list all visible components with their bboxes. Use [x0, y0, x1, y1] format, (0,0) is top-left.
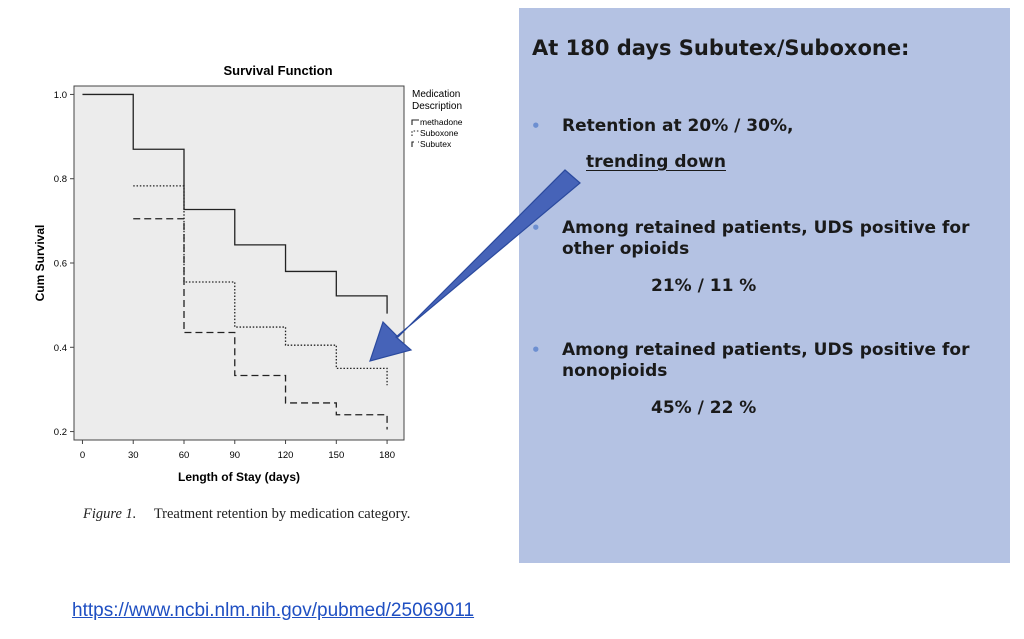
series-layer [82, 93, 388, 430]
plot-area [73, 85, 405, 441]
y-tick-label: 1.0 [54, 90, 67, 101]
nonopioids-value: 45% / 22 % [651, 398, 757, 418]
trending-down-text: trending down [586, 152, 726, 172]
bullet-icon: • [531, 117, 541, 135]
other-opioids-value: 21% / 11 % [651, 276, 757, 296]
x-tick-label: 30 [128, 450, 139, 461]
y-tick-label: 0.4 [54, 343, 67, 354]
legend-title-line2: Description [412, 101, 462, 112]
survival-chart: Survival Function 1.0 0.8 0.6 0.4 0.2 0 30 60 9… [33, 63, 463, 484]
y-tick-label: 0.2 [54, 427, 67, 438]
x-axis-ticks: 0 30 60 90 120 150 180 [80, 440, 395, 461]
bullet-other-opioids-text: Among retained patients, UDS positive fo… [562, 218, 970, 259]
legend-label-suboxone: Suboxone [420, 128, 459, 138]
y-axis-label: Cum Survival [33, 225, 47, 302]
chart-title: Survival Function [223, 63, 332, 78]
legend-swatch-methadone [411, 119, 419, 125]
legend-title-line1: Medication [412, 89, 460, 100]
figure-caption: Figure 1. Treatment retention by medicat… [83, 506, 410, 523]
figure-label: Figure 1. [83, 506, 137, 522]
panel-heading: At 180 days Subutex/Suboxone: [532, 36, 910, 60]
x-tick-label: 0 [80, 450, 85, 461]
legend: Medication Description methadoneSuboxone… [411, 89, 463, 149]
series-line-subutex [133, 218, 388, 430]
y-tick-label: 0.8 [54, 174, 67, 185]
x-tick-label: 90 [229, 450, 240, 461]
x-axis-label: Length of Stay (days) [178, 470, 300, 484]
x-tick-label: 120 [278, 450, 294, 461]
bullet-icon: • [531, 219, 541, 237]
source-link[interactable]: https://www.ncbi.nlm.nih.gov/pubmed/2506… [72, 600, 475, 621]
legend-swatch-subutex [411, 141, 419, 147]
series-line-methadone [82, 93, 388, 314]
x-tick-label: 60 [179, 450, 190, 461]
x-tick-label: 180 [379, 450, 395, 461]
bullet-nonopioids-text: Among retained patients, UDS positive fo… [562, 340, 970, 381]
info-panel: At 180 days Subutex/Suboxone: • Retentio… [519, 8, 1010, 563]
y-axis-ticks: 1.0 0.8 0.6 0.4 0.2 [54, 90, 74, 438]
x-tick-label: 150 [328, 450, 344, 461]
y-tick-label: 0.6 [54, 259, 67, 270]
legend-swatch-suboxone [411, 130, 419, 136]
figure-caption-text: Treatment retention by medication catego… [153, 506, 411, 522]
bullet-retention-text: Retention at 20% / 30%, [562, 116, 794, 136]
legend-label-methadone: methadone [420, 117, 463, 127]
legend-label-subutex: Subutex [420, 139, 452, 149]
bullet-icon: • [531, 341, 541, 359]
